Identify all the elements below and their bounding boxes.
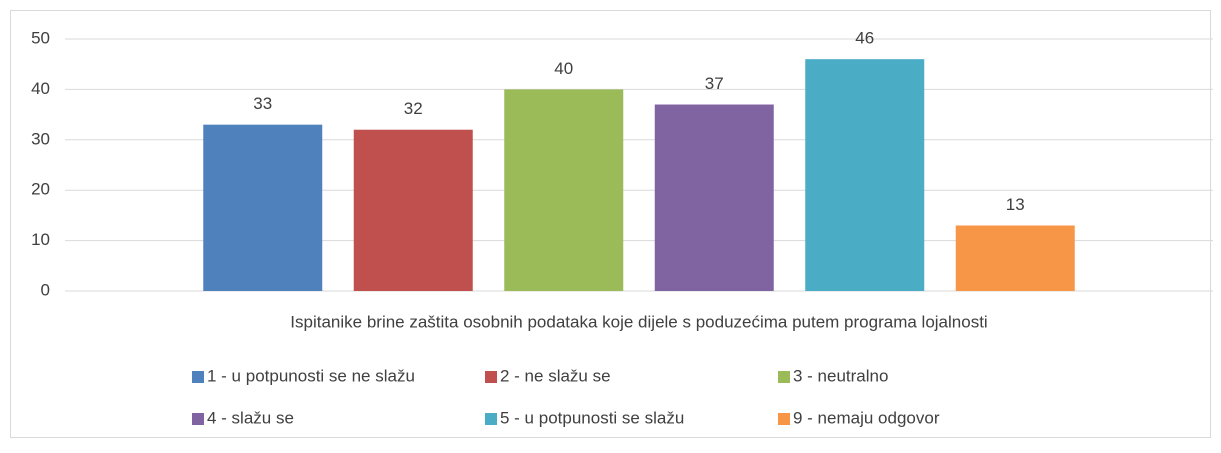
- value-label: 46: [855, 29, 874, 48]
- bar: [654, 104, 774, 292]
- bar: [955, 225, 1075, 291]
- y-tick-label: 0: [41, 280, 50, 299]
- value-label: 37: [705, 74, 724, 93]
- y-tick-label: 50: [31, 28, 50, 47]
- y-tick-label: 30: [31, 129, 50, 148]
- legend-swatch: [778, 371, 790, 383]
- legend-swatch: [485, 413, 497, 425]
- legend-swatch: [192, 413, 204, 425]
- legend-label: 2 - ne slažu se: [500, 366, 611, 385]
- y-tick-label: 20: [31, 180, 50, 199]
- legend-label: 5 - u potpunosti se slažu: [500, 408, 684, 427]
- legend-label: 4 - slažu se: [207, 408, 294, 427]
- legend-swatch: [192, 371, 204, 383]
- legend-label: 9 - nemaju odgovor: [793, 408, 940, 427]
- value-label: 33: [253, 94, 272, 113]
- bar: [805, 59, 925, 291]
- value-label: 32: [404, 99, 423, 118]
- legend-label: 1 - u potpunosti se ne slažu: [207, 366, 415, 385]
- bar: [504, 89, 624, 292]
- value-label: 13: [1006, 195, 1025, 214]
- value-label: 40: [554, 59, 573, 78]
- legend-swatch: [778, 413, 790, 425]
- y-tick-label: 40: [31, 79, 50, 98]
- bar: [203, 124, 323, 292]
- x-tick-label: Ispitanike brine zaštita osobnih podatak…: [290, 312, 987, 331]
- y-tick-label: 10: [31, 230, 50, 249]
- bar: [353, 129, 473, 291]
- legend-label: 3 - neutralno: [793, 366, 888, 385]
- legend-swatch: [485, 371, 497, 383]
